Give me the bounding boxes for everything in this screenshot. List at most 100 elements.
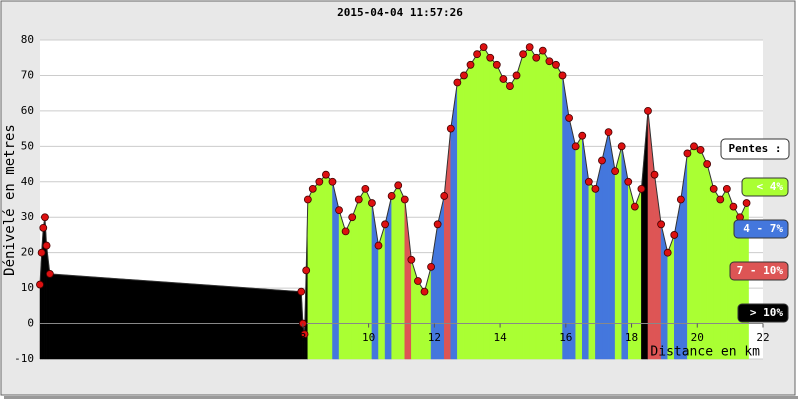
profile-point xyxy=(637,184,646,193)
profile-point xyxy=(604,128,613,137)
profile-point xyxy=(473,50,481,59)
profile-point xyxy=(650,170,659,179)
profile-point xyxy=(506,82,514,90)
profile-point xyxy=(394,181,403,190)
profile-point xyxy=(427,262,435,271)
profile-point xyxy=(519,50,527,59)
slope-bar xyxy=(535,49,544,360)
profile-point xyxy=(374,241,383,250)
slope-bar xyxy=(470,53,478,360)
profile-point xyxy=(552,60,560,69)
profile-point xyxy=(45,270,54,278)
profile-point xyxy=(644,106,652,115)
profile-point xyxy=(624,177,633,186)
profile-point xyxy=(433,220,442,229)
slope-bar xyxy=(542,49,550,360)
slope-bar xyxy=(516,54,524,360)
legend-swatch xyxy=(741,177,789,197)
profile-point xyxy=(36,280,44,289)
profile-point xyxy=(381,220,389,229)
profile-point xyxy=(37,248,46,257)
y-tick-label: -10 xyxy=(14,352,34,365)
profile-point xyxy=(512,71,521,80)
legend-title: Pentes : xyxy=(729,142,782,155)
y-tick-label: 40 xyxy=(21,175,34,188)
slope-bar xyxy=(706,163,714,360)
profile-point xyxy=(453,78,462,87)
profile-point xyxy=(322,170,330,179)
profile-point xyxy=(315,177,324,186)
x-tick-label: 18 xyxy=(625,331,638,344)
slope-bar xyxy=(549,60,557,360)
slope-bar xyxy=(555,63,563,360)
profile-point xyxy=(663,248,672,257)
slope-bar xyxy=(700,149,708,360)
x-tick-label: 16 xyxy=(559,331,572,344)
slope-bar xyxy=(351,199,360,360)
x-axis-label: Distance en km xyxy=(650,345,760,360)
slope-bar xyxy=(529,46,537,360)
profile-point xyxy=(565,114,574,122)
y-tick-label: 30 xyxy=(21,210,34,223)
profile-point xyxy=(302,266,311,275)
legend-label: < 4% xyxy=(757,180,784,193)
profile-point xyxy=(42,241,51,250)
slope-bar xyxy=(575,134,583,360)
profile-point xyxy=(440,192,449,200)
profile-point xyxy=(407,255,416,264)
profile-point xyxy=(729,202,738,211)
profile-point xyxy=(499,75,508,83)
slope-bar xyxy=(509,74,517,360)
x-tick-label: 8 xyxy=(300,331,307,344)
profile-point xyxy=(598,156,606,165)
profile-point xyxy=(348,213,357,222)
slope-bar xyxy=(483,46,491,360)
profile-point xyxy=(341,227,350,236)
profile-point xyxy=(696,145,705,154)
slope-bar xyxy=(463,63,471,360)
frame-shadow xyxy=(4,396,798,399)
slope-bar xyxy=(588,181,596,360)
profile-point xyxy=(308,184,317,193)
x-tick-label: 14 xyxy=(493,331,507,344)
profile-point xyxy=(466,60,475,69)
x-tick-label: 12 xyxy=(428,331,441,344)
profile-point xyxy=(722,184,731,193)
profile-point xyxy=(584,177,593,186)
profile-point xyxy=(420,287,429,296)
profile-point xyxy=(446,124,455,133)
profile-point xyxy=(41,213,49,222)
slope-bar xyxy=(307,188,314,360)
profile-point xyxy=(676,195,685,204)
slope-bar xyxy=(476,46,484,360)
profile-point xyxy=(630,202,639,211)
slope-bar xyxy=(457,74,465,360)
profile-point xyxy=(300,330,309,339)
profile-point xyxy=(611,167,620,176)
y-tick-label: 80 xyxy=(21,33,34,46)
profile-point xyxy=(335,206,343,215)
slope-bar xyxy=(391,184,399,360)
y-tick-label: 70 xyxy=(21,68,34,81)
profile-point xyxy=(525,43,534,51)
profile-point xyxy=(690,142,698,151)
slope-bar xyxy=(319,174,327,360)
profile-point xyxy=(354,195,363,204)
slope-bar xyxy=(489,57,498,360)
profile-point xyxy=(460,71,468,80)
legend-label: 7 - 10% xyxy=(737,264,784,277)
profile-point xyxy=(716,195,725,204)
profile-point xyxy=(297,287,306,296)
profile-point xyxy=(657,220,666,229)
slope-bar xyxy=(687,145,695,360)
y-tick-label: 60 xyxy=(21,104,34,117)
chart-title: 2015-04-04 11:57:26 xyxy=(337,6,463,19)
slope-bar xyxy=(720,187,728,360)
profile-point xyxy=(387,192,396,200)
x-tick-label: 20 xyxy=(691,331,704,344)
slope-bar xyxy=(503,78,511,360)
slope-bar xyxy=(312,181,320,360)
slope-bar xyxy=(522,46,530,360)
slope-bar xyxy=(496,64,504,360)
profile-point xyxy=(400,195,409,204)
